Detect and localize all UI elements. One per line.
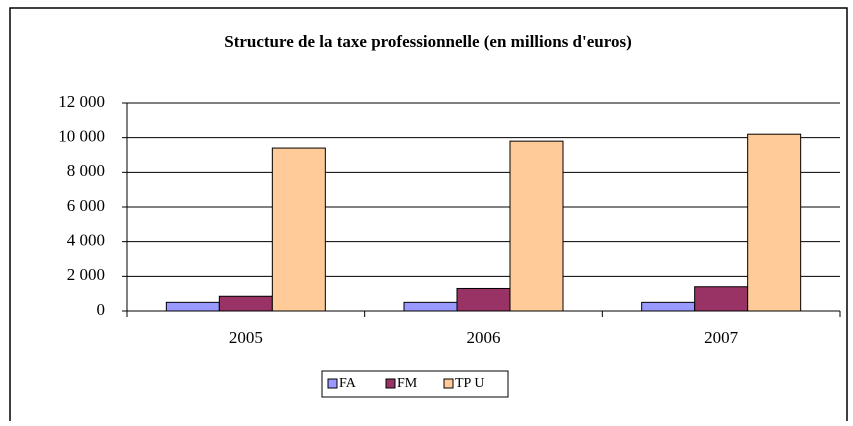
bar	[403, 301, 458, 312]
y-tick-label: 12 000	[58, 92, 105, 111]
legend-label: FA	[339, 376, 357, 391]
x-tick-label: 2007	[704, 328, 739, 347]
chart-frame	[9, 7, 848, 426]
legend-label: FM	[397, 376, 418, 391]
bar	[747, 133, 802, 312]
x-tick-label: 2006	[467, 328, 501, 347]
y-tick-label: 10 000	[58, 127, 105, 146]
bar	[641, 301, 696, 312]
x-tick-label: 2005	[229, 328, 263, 347]
bar	[218, 295, 273, 312]
y-tick-label: 4 000	[67, 231, 105, 250]
legend-swatch	[443, 378, 454, 389]
bar	[271, 147, 326, 312]
y-tick-label: 8 000	[67, 161, 105, 180]
bar	[509, 140, 564, 312]
y-tick-label: 2 000	[67, 265, 105, 284]
bar	[456, 287, 511, 312]
chart-title: Structure de la taxe professionnelle (en…	[224, 32, 632, 51]
y-tick-label: 6 000	[67, 196, 105, 215]
y-tick-label: 0	[97, 300, 106, 319]
bar	[694, 286, 749, 312]
legend-swatch	[385, 378, 396, 389]
legend-label: TP U	[455, 376, 484, 391]
legend-box	[321, 370, 509, 398]
legend-swatch	[327, 378, 338, 389]
bar	[165, 301, 220, 312]
